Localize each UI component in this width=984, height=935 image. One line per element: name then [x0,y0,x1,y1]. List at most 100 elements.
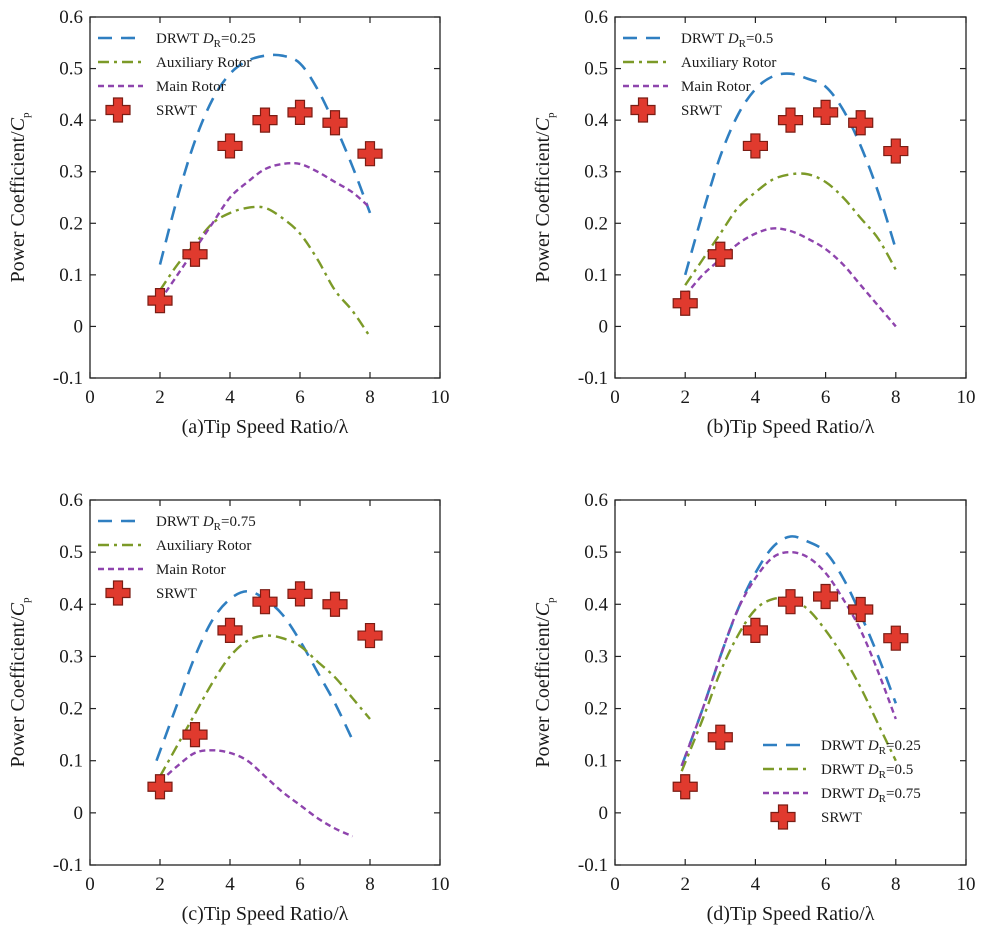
legend-label-1: DRWT DR=0.25 [156,31,256,50]
series-srwt-markers [147,99,383,314]
series-line-2 [158,634,371,777]
x-tick-label: 4 [225,874,235,895]
x-tick-label: 10 [431,387,450,408]
legend-label-4: SRWT [156,586,197,602]
y-tick-label: 0.5 [59,59,83,80]
y-tick-label: 0 [599,316,609,337]
series-srwt-markers [672,99,909,316]
srwt-marker [777,589,804,615]
x-tick-label: 10 [957,874,976,895]
y-tick-label: 0.2 [584,699,608,720]
legend-label-1: DRWT DR=0.25 [821,738,921,757]
y-tick-label: 0.4 [59,594,83,615]
x-tick-label: 8 [891,874,901,895]
y-tick-label: -0.1 [578,368,608,389]
legend-label-2: Auxiliary Rotor [156,55,251,71]
srwt-marker [322,591,348,617]
srwt-marker [357,622,383,649]
x-tick-label: 0 [85,387,95,408]
legend-marker-srwt [105,97,131,123]
x-axis-title: (c)Tip Speed Ratio/λ [182,903,349,925]
plot-frame [89,499,441,866]
legend-label-1: DRWT DR=0.5 [681,31,773,50]
x-tick-label: 8 [365,874,375,895]
y-tick-label: 0.2 [59,699,83,720]
y-tick-label: 0.4 [59,110,83,131]
srwt-marker [707,724,733,750]
y-axis-title: Power Coefficient/Cp [7,112,32,283]
y-axis-title: Power Coefficient/Cp [7,597,32,768]
y-tick-label: 0.3 [59,646,83,667]
srwt-marker [883,625,909,651]
y-tick-label: 0.5 [59,542,83,563]
srwt-marker [742,617,768,643]
x-axis-title: (d)Tip Speed Ratio/λ [707,903,875,925]
srwt-marker [252,107,278,133]
x-tick-label: 2 [680,387,690,408]
chart-panel-1: 0 2 4 6 8 10-0.100.10.20.30.40.50.6(a)Tip Spe… [7,7,450,438]
x-tick-label: 2 [155,874,165,895]
srwt-marker [883,138,909,164]
legend: DRWT DR=0.25 DRWT DR=0.5 DRWT DR=0.75 SRWT [763,738,921,830]
series-line-2 [684,172,897,286]
legend-label-4: SRWT [821,810,862,826]
srwt-marker [848,596,874,623]
series-line-3 [159,749,353,838]
srwt-marker [777,107,804,133]
series-line-1 [683,72,898,276]
legend-label-2: Auxiliary Rotor [681,55,776,71]
x-axis-title: (a)Tip Speed Ratio/λ [182,416,349,438]
srwt-marker [287,581,313,607]
x-tick-label: 6 [295,874,305,895]
y-tick-label: -0.1 [578,855,608,876]
x-tick-label: 6 [295,387,305,408]
y-tick-label: -0.1 [53,855,83,876]
y-tick-label: -0.1 [53,368,83,389]
x-tick-label: 0 [85,874,95,895]
series-line-3 [159,161,371,302]
x-axis-title: (b)Tip Speed Ratio/λ [707,416,875,438]
legend-label-2: Auxiliary Rotor [156,538,251,554]
srwt-marker [147,288,173,314]
y-tick-label: 0.3 [584,646,608,667]
y-tick-label: 0.6 [59,7,83,28]
plot-frame [614,16,967,379]
series-line-2 [159,205,371,338]
legend-label-3: Main Rotor [156,562,226,578]
legend-label-3: Main Rotor [156,79,226,95]
series-srwt-markers [147,581,383,800]
chart-panel-2: 0 2 4 6 8 10-0.100.10.20.30.40.50.6(b)Tip Spe… [532,7,976,438]
x-tick-label: 2 [155,387,165,408]
srwt-marker [182,722,208,748]
x-tick-label: 0 [610,387,620,408]
y-tick-label: 0.3 [59,162,83,183]
y-tick-label: 0.5 [584,59,608,80]
y-tick-label: 0.1 [59,265,83,286]
srwt-marker [217,133,243,159]
legend-label-4: SRWT [681,103,722,119]
srwt-marker [287,99,313,126]
y-axis-title: Power Coefficient/Cp [532,597,557,768]
chart-panel-3: 0 2 4 6 8 10-0.100.10.20.30.40.50.6(c)Tip Spe… [7,490,450,925]
srwt-marker [672,290,698,316]
x-tick-label: 10 [431,874,450,895]
srwt-marker [742,133,768,159]
x-tick-label: 6 [821,387,831,408]
srwt-marker [357,141,383,167]
plot-frame [614,499,967,866]
y-tick-label: 0 [74,803,84,824]
legend-label-4: SRWT [156,103,197,119]
srwt-marker [217,617,243,643]
x-tick-label: 0 [610,874,620,895]
x-tick-label: 4 [225,387,235,408]
plot-frame [89,16,441,379]
y-tick-label: 0.1 [584,751,608,772]
x-tick-label: 8 [365,387,375,408]
y-tick-label: 0.6 [584,490,608,511]
srwt-marker [672,774,698,800]
y-tick-label: 0.2 [584,213,608,234]
legend-label-3: DRWT DR=0.75 [821,786,921,805]
y-tick-label: 0.4 [584,594,608,615]
srwt-marker [813,583,839,610]
